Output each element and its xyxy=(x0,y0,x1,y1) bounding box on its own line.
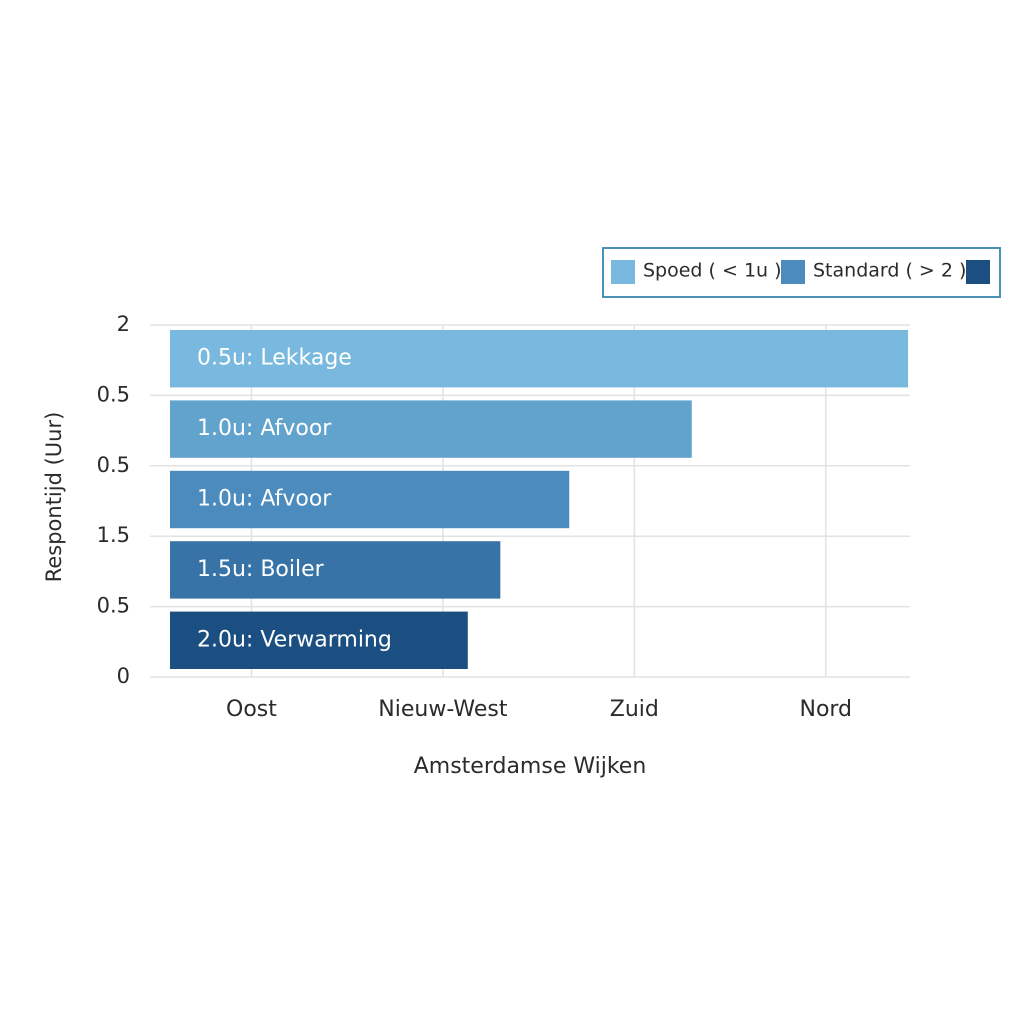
bar xyxy=(170,400,692,458)
bar xyxy=(170,330,909,388)
x-tick-label: Zuid xyxy=(610,697,659,722)
y-tick-label: 0 xyxy=(117,664,130,688)
y-tick-label: 0.5 xyxy=(97,382,130,406)
bar-label: 2.0u: Verwarming xyxy=(197,627,392,652)
y-axis-title: Respontijd (Uur) xyxy=(42,412,66,583)
legend-label: Spoed ( < 1u ) xyxy=(643,260,782,282)
bar xyxy=(170,541,501,599)
y-tick-label: 0.5 xyxy=(97,594,130,618)
x-tick-label: Nieuw-West xyxy=(378,697,508,722)
x-axis-title: Amsterdamse Wijken xyxy=(414,754,647,779)
y-tick-label: 2 xyxy=(117,312,130,336)
legend-swatch xyxy=(781,260,805,284)
y-tick-label: 1.5 xyxy=(97,523,130,547)
bar xyxy=(170,470,570,529)
legend-label: Standard ( > 2 ) xyxy=(813,260,966,282)
bar xyxy=(170,611,468,669)
bar-label: 0.5u: Lekkage xyxy=(197,346,352,371)
bar-label: 1.0u: Afvoor xyxy=(197,416,332,441)
bar-label: 1.5u: Boiler xyxy=(197,557,325,582)
x-tick-label: Oost xyxy=(226,697,277,722)
x-tick-label: Nord xyxy=(799,697,852,722)
y-tick-label: 0.5 xyxy=(97,453,130,477)
legend-swatch xyxy=(611,260,635,284)
legend-swatch xyxy=(966,260,990,284)
bar-label: 1.0u: Afvoor xyxy=(197,487,332,512)
